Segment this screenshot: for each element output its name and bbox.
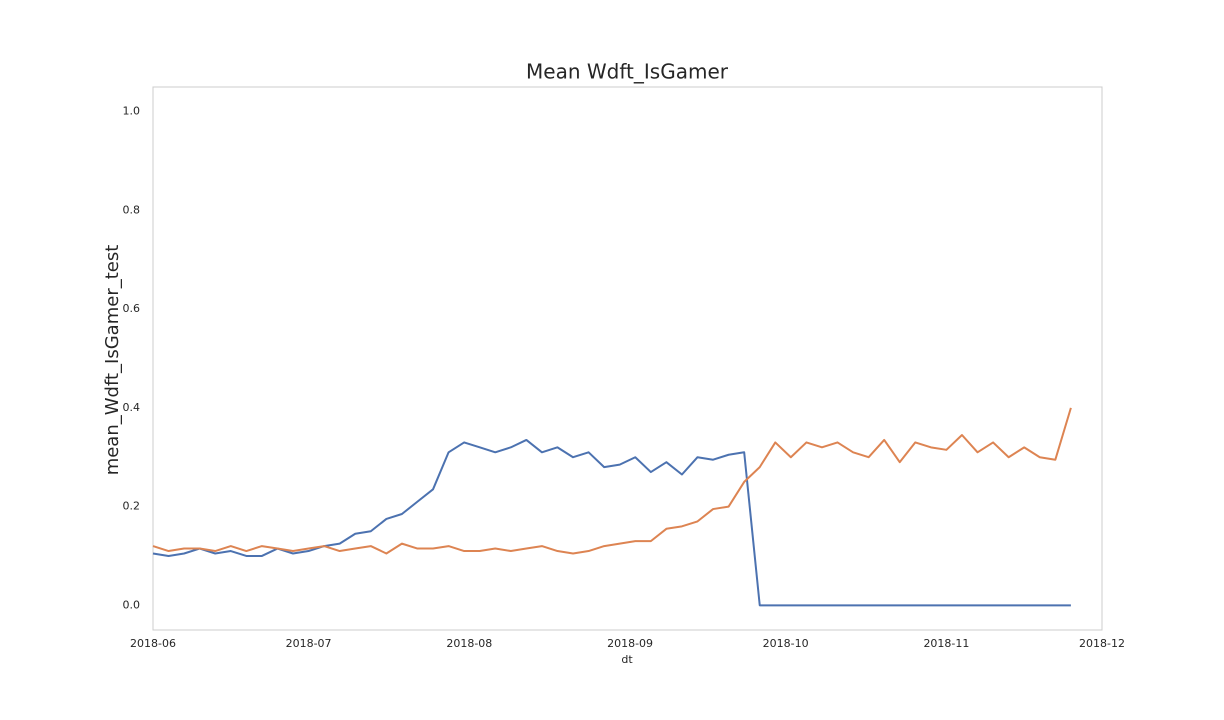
y-axis-label: mean_Wdft_IsGamer_test (102, 245, 123, 476)
y-tick-label: 0.4 (123, 401, 141, 414)
x-tick-label: 2018-11 (923, 637, 969, 650)
y-tick-label: 1.0 (123, 105, 141, 118)
x-tick-label: 2018-07 (286, 637, 332, 650)
y-tick-label: 0.0 (123, 598, 141, 611)
x-axis-label: dt (621, 653, 633, 666)
x-tick-label: 2018-08 (446, 637, 492, 650)
series-line (152, 407, 1072, 555)
series-line (152, 438, 1071, 607)
x-tick-label: 2018-12 (1079, 637, 1125, 650)
x-tick-label: 2018-10 (763, 637, 809, 650)
y-tick-label: 0.8 (123, 203, 141, 216)
x-tick-label: 2018-06 (130, 637, 176, 650)
y-tick-label: 0.6 (123, 302, 141, 315)
y-tick-label: 0.2 (123, 500, 141, 513)
chart-title: Mean Wdft_IsGamer (526, 60, 729, 84)
x-tick-label: 2018-09 (607, 637, 653, 650)
plot-frame (152, 86, 1103, 631)
